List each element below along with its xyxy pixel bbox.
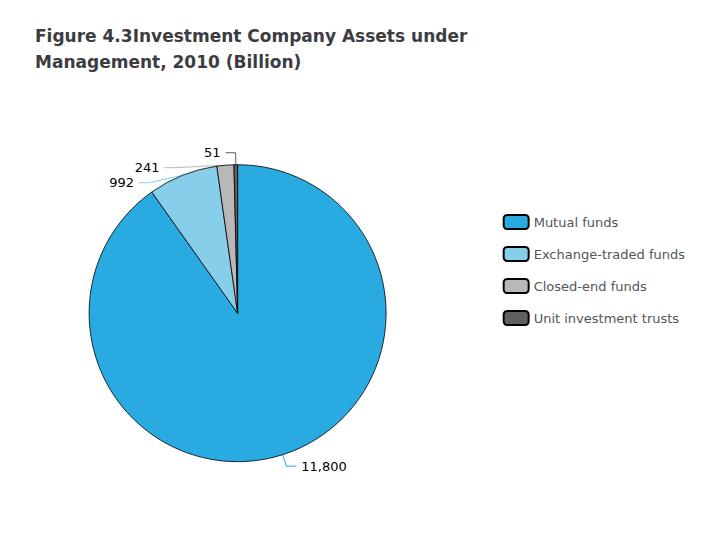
svg-text:992: 992 <box>109 175 134 190</box>
svg-text:241: 241 <box>135 160 160 175</box>
svg-text:Exchange-traded funds: Exchange-traded funds <box>534 247 686 262</box>
svg-text:51: 51 <box>204 145 221 160</box>
svg-text:Unit investment trusts: Unit investment trusts <box>534 311 680 326</box>
svg-text:Management, 2010 (Billion): Management, 2010 (Billion) <box>35 52 301 72</box>
svg-text:11,800: 11,800 <box>301 459 347 474</box>
svg-text:Mutual funds: Mutual funds <box>534 215 619 230</box>
svg-text:Figure 4.3Investment Company A: Figure 4.3Investment Company Assets unde… <box>35 26 468 46</box>
svg-text:Closed-end funds: Closed-end funds <box>534 279 647 294</box>
